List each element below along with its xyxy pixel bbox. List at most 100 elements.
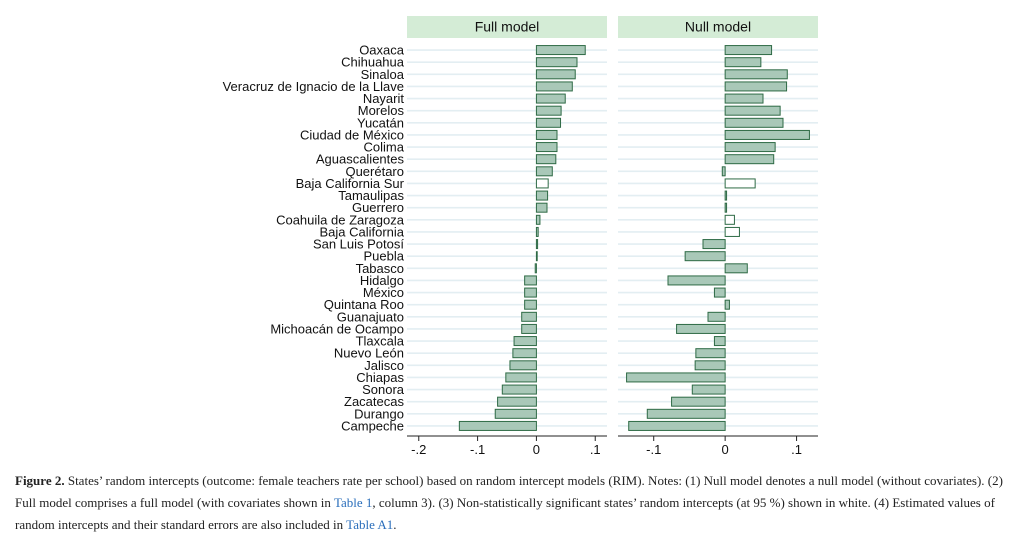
full-bar-queretaro — [535, 166, 553, 177]
full-bar-durango — [494, 408, 537, 419]
null-bar-campeche — [628, 420, 726, 431]
caption-text-2: , column 3). (3) Non-statistically signi… — [15, 495, 995, 532]
state-label-nayarit: Nayarit — [363, 91, 405, 106]
state-label-baja-california-sur: Baja California Sur — [296, 176, 405, 191]
full-bar-zacatecas — [497, 396, 537, 407]
full-bar-yucatan — [535, 117, 562, 128]
full-bar-coahuila-de-zaragoza — [535, 214, 541, 225]
state-label-campeche: Campeche — [341, 418, 404, 433]
state-label-baja-california: Baja California — [319, 224, 404, 239]
full-bar-baja-california — [535, 226, 539, 237]
state-label-coahuila-de-zaragoza: Coahuila de Zaragoza — [276, 212, 405, 227]
null-bar-nuevo-leon — [695, 348, 726, 359]
full-bar-nayarit — [535, 93, 566, 104]
null-bar-aguascalientes — [724, 154, 775, 165]
state-label-puebla: Puebla — [364, 249, 405, 264]
null-x-tick-label: -.1 — [646, 442, 661, 456]
state-label-guanajuato: Guanajuato — [337, 309, 404, 324]
caption-text-1: States’ random intercepts (outcome: fema… — [15, 473, 1003, 510]
full-bar-guerrero — [535, 202, 548, 213]
null-bar-sonora — [691, 384, 726, 395]
null-bar-san-luis-potosi — [702, 239, 726, 250]
state-label-queretaro: Querétaro — [345, 164, 404, 179]
null-bar-jalisco — [694, 360, 726, 371]
full-bar-ciudad-de-mexico — [535, 129, 558, 140]
state-label-quintana-roo: Quintana Roo — [324, 297, 404, 312]
state-label-ciudad-de-mexico: Ciudad de México — [300, 127, 404, 142]
full-bar-sonora — [501, 384, 537, 395]
state-label-san-luis-potosi: San Luis Potosí — [313, 237, 404, 252]
full-bar-san-luis-potosi — [535, 239, 539, 250]
null-x-tick-label: 0 — [722, 442, 729, 456]
full-bar-quintana-roo — [524, 299, 537, 310]
full-x-tick-label: -.1 — [470, 442, 485, 456]
null-bar-tabasco — [724, 263, 748, 274]
full-bar-tlaxcala — [513, 336, 537, 347]
null-bar-sinaloa — [724, 69, 788, 80]
full-x-tick-label: .1 — [590, 442, 601, 456]
full-bar-jalisco — [509, 360, 537, 371]
state-label-chihuahua: Chihuahua — [341, 55, 405, 70]
full-bar-morelos — [535, 105, 562, 116]
null-bar-nayarit — [724, 93, 764, 104]
null-bar-zacatecas — [671, 396, 726, 407]
full-bar-chiapas — [505, 372, 537, 383]
null-panel-title: Null model — [685, 19, 751, 35]
full-x-tick-label: -.2 — [411, 442, 426, 456]
null-bar-hidalgo — [667, 275, 726, 286]
figure-number: Figure 2. — [15, 473, 65, 488]
state-label-nuevo-leon: Nuevo León — [334, 346, 404, 361]
state-label-aguascalientes: Aguascalientes — [316, 152, 405, 167]
state-label-tabasco: Tabasco — [356, 261, 404, 276]
state-label-chiapas: Chiapas — [356, 370, 404, 385]
full-bar-tamaulipas — [535, 190, 549, 201]
state-label-oaxaca: Oaxaca — [359, 43, 405, 58]
state-label-sinaloa: Sinaloa — [361, 67, 405, 82]
full-x-tick-label: 0 — [533, 442, 540, 456]
full-bar-veracruz-de-ignacio-de-la-llave — [535, 81, 573, 92]
null-model-panel: Null model -.1 0 .1 — [618, 16, 818, 456]
full-bar-sinaloa — [535, 69, 576, 80]
null-bar-tlaxcala — [713, 336, 726, 347]
full-bar-chihuahua — [535, 57, 578, 68]
null-bar-guerrero — [724, 202, 728, 213]
state-label-colima: Colima — [364, 140, 405, 155]
full-bar-michoacan-de-ocampo — [521, 323, 537, 334]
full-bar-nuevo-leon — [512, 348, 537, 359]
full-bar-mexico — [524, 287, 537, 298]
null-bar-yucatan — [724, 117, 784, 128]
null-bar-veracruz-de-ignacio-de-la-llave — [724, 81, 788, 92]
null-bar-guanajuato — [707, 311, 726, 322]
state-label-tamaulipas: Tamaulipas — [338, 188, 404, 203]
null-bar-puebla — [684, 251, 726, 262]
table-a1-link[interactable]: Table A1 — [346, 517, 394, 532]
state-label-tlaxcala: Tlaxcala — [356, 334, 405, 349]
state-label-veracruz-de-ignacio-de-la-llave: Veracruz de Ignacio de la Llave — [223, 79, 404, 94]
null-bar-mexico — [713, 287, 726, 298]
full-panel-header — [407, 16, 607, 38]
full-bar-baja-california-sur — [535, 178, 549, 189]
full-bar-colima — [535, 142, 558, 153]
full-bar-guanajuato — [521, 311, 537, 322]
null-bar-colima — [724, 142, 776, 153]
full-panel-title: Full model — [475, 19, 540, 35]
null-bar-chiapas — [626, 372, 726, 383]
state-label-hidalgo: Hidalgo — [360, 273, 404, 288]
state-label-michoacan-de-ocampo: Michoacán de Ocampo — [270, 321, 404, 336]
null-bar-quintana-roo — [724, 299, 730, 310]
caption-text-3: . — [393, 517, 397, 532]
full-bar-tabasco — [534, 263, 537, 274]
state-label-jalisco: Jalisco — [364, 358, 404, 373]
full-bar-aguascalientes — [535, 154, 557, 165]
null-bar-michoacan-de-ocampo — [676, 323, 726, 334]
state-label-sonora: Sonora — [362, 382, 405, 397]
null-bar-durango — [646, 408, 726, 419]
state-label-yucatan: Yucatán — [357, 115, 404, 130]
full-bar-campeche — [458, 420, 537, 431]
full-bar-hidalgo — [524, 275, 537, 286]
null-bar-baja-california — [724, 226, 740, 237]
null-bar-chihuahua — [724, 57, 762, 68]
table-1-link[interactable]: Table 1 — [333, 495, 373, 510]
